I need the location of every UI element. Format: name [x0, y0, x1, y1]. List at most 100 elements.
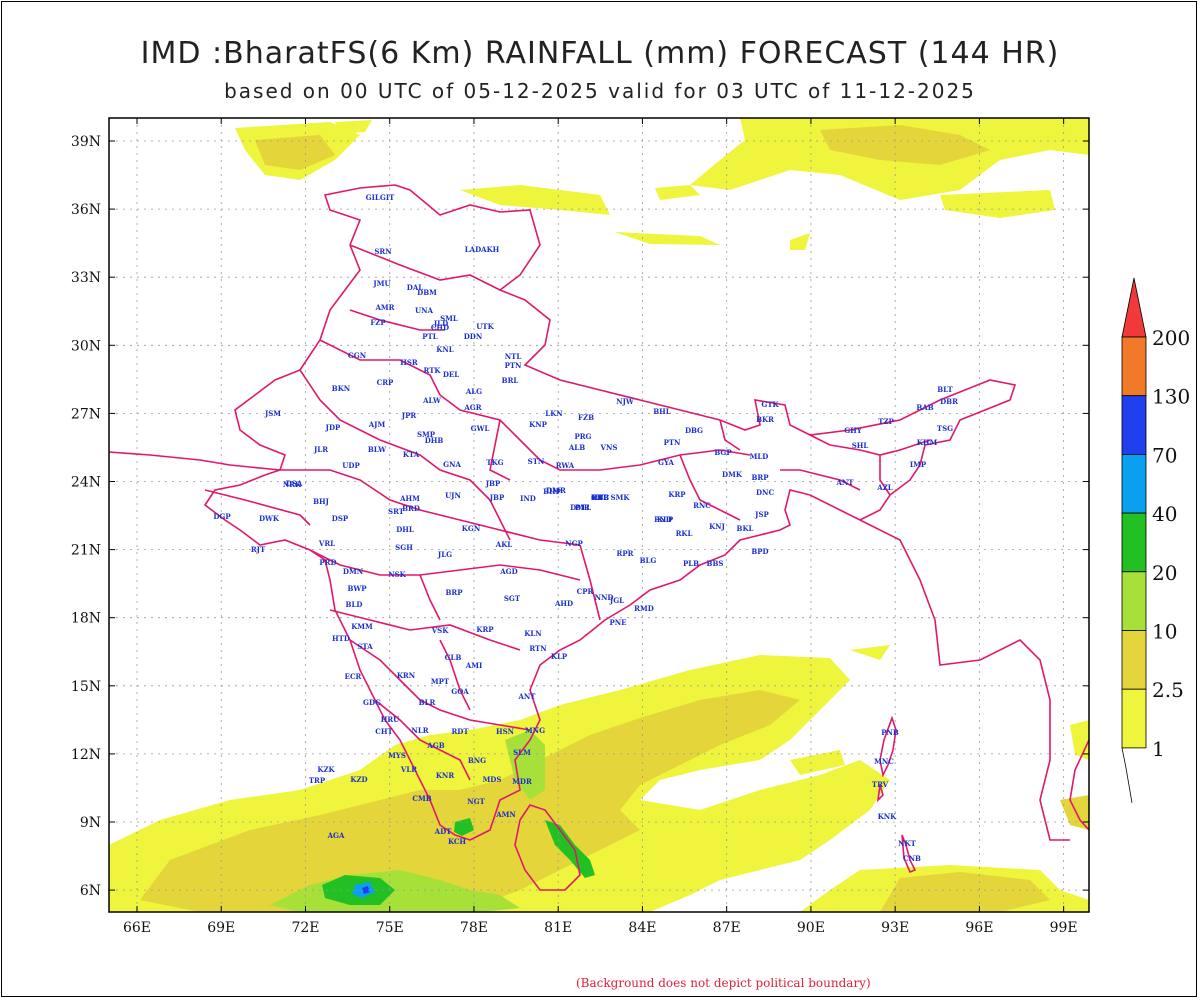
station-label: NLR [411, 726, 428, 735]
station-label: BKR [756, 415, 774, 424]
rainfall-shading [109, 118, 1089, 912]
station-label: BLD [346, 600, 363, 609]
station-label: VNS [600, 443, 618, 452]
station-label: KLP [657, 515, 674, 524]
x-tick-label: 81E [544, 920, 572, 936]
station-label: BPD [751, 547, 768, 556]
station-label: CHT [375, 727, 393, 736]
station-label: DWK [259, 514, 280, 523]
station-label: DEL [443, 370, 459, 379]
station-label: DAL [407, 283, 424, 292]
station-label: KNP [529, 420, 547, 429]
x-tick-label: 72E [291, 920, 319, 936]
legend-level-label: 70 [1152, 443, 1177, 467]
station-label: HVB [591, 493, 609, 502]
station-label: JBP [489, 493, 505, 502]
station-label: SHL [852, 441, 869, 450]
station-label: PTN [505, 361, 522, 370]
x-tick-label: 93E [881, 920, 909, 936]
station-label: STA [357, 642, 373, 651]
station-label: FZP [370, 318, 386, 327]
station-label: ANT [835, 478, 854, 487]
station-label: GGN [348, 351, 367, 360]
station-label: BRP [446, 588, 464, 597]
station-label: NSK [388, 570, 406, 579]
station-label: DMN [343, 567, 364, 576]
station-label: CPR [577, 587, 594, 596]
station-label: KHM [917, 438, 938, 447]
y-tick-label: 12N [71, 747, 101, 763]
y-tick-label: 6N [80, 883, 101, 899]
station-label: JLG [437, 550, 452, 559]
station-label: PND [654, 515, 672, 524]
station-label: SMP [417, 430, 436, 439]
station-label: RDT [451, 727, 469, 736]
y-tick-label: 18N [71, 611, 101, 627]
station-label: RTN [529, 644, 547, 653]
station-label: RKL [676, 529, 693, 538]
station-label: JBP [485, 479, 501, 488]
station-label: UNA [415, 306, 434, 315]
plot-frame [108, 117, 1090, 913]
station-label: NND [595, 593, 614, 602]
station-label: JLR [313, 445, 328, 454]
station-label: AGD [499, 567, 517, 576]
station-label: RNC [693, 501, 711, 510]
station-label: GLB [445, 653, 462, 662]
legend-swatch [1121, 395, 1147, 455]
station-label: BLG [640, 556, 657, 565]
station-label: GYA [658, 458, 675, 467]
station-label: NNC [591, 493, 610, 502]
station-label: BRL [502, 376, 519, 385]
station-label: SGH [395, 543, 413, 552]
y-tick-label: 21N [71, 543, 101, 559]
station-label: MNG [525, 726, 545, 735]
station-label: ANT [517, 692, 536, 701]
station-label: BGP [714, 448, 732, 457]
station-label: BBS [707, 559, 724, 568]
station-label: KCH [448, 837, 466, 846]
station-label: KTA [403, 450, 420, 459]
station-label: NJW [616, 397, 634, 406]
x-tick-label: 78E [460, 920, 488, 936]
station-label: BRD [402, 504, 420, 513]
station-label: RPR [617, 549, 634, 558]
station-label: SML [440, 314, 458, 323]
x-tick-label: 84E [628, 920, 656, 936]
x-tick-label: 87E [713, 920, 741, 936]
station-label: BTL [575, 503, 591, 512]
station-label: IND [520, 494, 536, 503]
station-label: JSP [754, 510, 769, 519]
station-label: GILGIT [366, 193, 395, 202]
x-axis-ticks: 66E 69E 72E 75E 78E 81E 84E 87E 90E 93E 96E 99E [123, 118, 1078, 936]
station-label: ADT [434, 827, 453, 836]
station-label: ECR [345, 672, 362, 681]
boundary-lines [109, 184, 1089, 891]
station-label: VRL [318, 539, 335, 548]
y-tick-label: 24N [71, 475, 101, 491]
station-label: PLB [683, 559, 699, 568]
station-label: SGT [504, 594, 521, 603]
station-label: GTK [761, 400, 779, 409]
station-label: UJN [445, 491, 461, 500]
station-label: AMR [375, 303, 395, 312]
station-label: DBR [940, 397, 958, 406]
station-label: SLM [513, 748, 531, 757]
rainfall-legend: 200 130 70 40 20 10 2.5 1 [1121, 277, 1190, 803]
station-label: JPR [401, 411, 417, 420]
station-label: KLP [551, 652, 568, 661]
station-label: DBM [417, 288, 437, 297]
station-label: UDP [342, 461, 360, 470]
station-label: KNL [436, 345, 453, 354]
station-label: PNB [881, 728, 899, 737]
station-label: BHJ [313, 497, 330, 506]
station-label: NGP [565, 539, 583, 548]
station-label: DBG [685, 426, 703, 435]
station-label: CNB [591, 493, 609, 502]
station-label: DGP [213, 512, 231, 521]
station-label: DMR [546, 486, 566, 495]
legend-swatch [1121, 453, 1147, 514]
y-tick-label: 36N [71, 202, 101, 218]
